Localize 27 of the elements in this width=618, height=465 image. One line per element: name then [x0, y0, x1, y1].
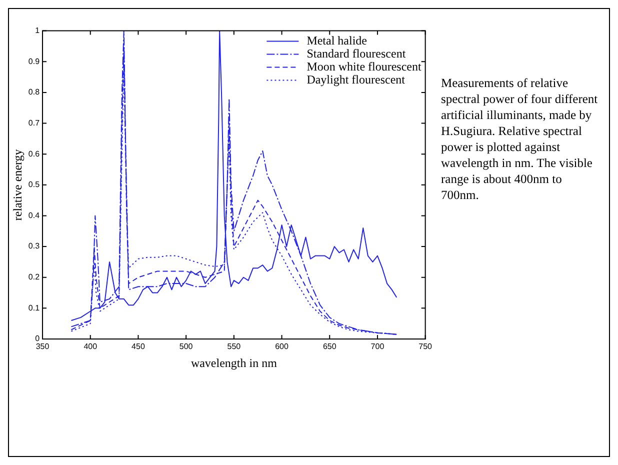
- y-tick-label: 0.5: [28, 180, 40, 190]
- x-tick-label: 350: [36, 342, 50, 352]
- x-tick-label: 400: [84, 342, 98, 352]
- y-tick-label: 0.9: [28, 56, 40, 66]
- x-axis-title: wavelength in nm: [190, 356, 278, 370]
- x-tick-label: 500: [179, 342, 194, 352]
- y-tick-label: 0.2: [28, 272, 40, 282]
- legend-label: Daylight flourescent: [306, 72, 406, 86]
- y-tick-label: 0.6: [28, 149, 40, 158]
- x-tick-label: 650: [322, 342, 337, 352]
- y-tick-label: 0.1: [28, 303, 40, 312]
- y-tick-label: 0.8: [28, 88, 40, 97]
- x-tick-label: 700: [370, 342, 385, 352]
- y-tick-label: 1: [35, 26, 40, 36]
- y-tick-label: 0: [35, 334, 40, 344]
- legend-label: Metal halide: [306, 33, 367, 48]
- x-tick-label: 600: [275, 342, 289, 352]
- y-axis-title: relative energy: [10, 149, 24, 221]
- legend-label: Moon white flourescent: [306, 59, 422, 74]
- text: Measurements of relative spectral power of four different artificial illuminants, made by H.Sugiura. Relative spectral power is plotted against wavelength in nm. The visible range is about 400nm to 700nm.: [441, 75, 599, 203]
- x-tick-label: 550: [227, 342, 242, 352]
- y-tick-label: 0.3: [28, 242, 40, 251]
- x-tick-label: 750: [418, 342, 433, 352]
- y-tick-label: 0.4: [28, 210, 40, 220]
- y-tick-label: 0.7: [28, 118, 40, 128]
- x-tick-label: 450: [132, 342, 146, 352]
- legend-label: Standard flourescent: [306, 46, 406, 60]
